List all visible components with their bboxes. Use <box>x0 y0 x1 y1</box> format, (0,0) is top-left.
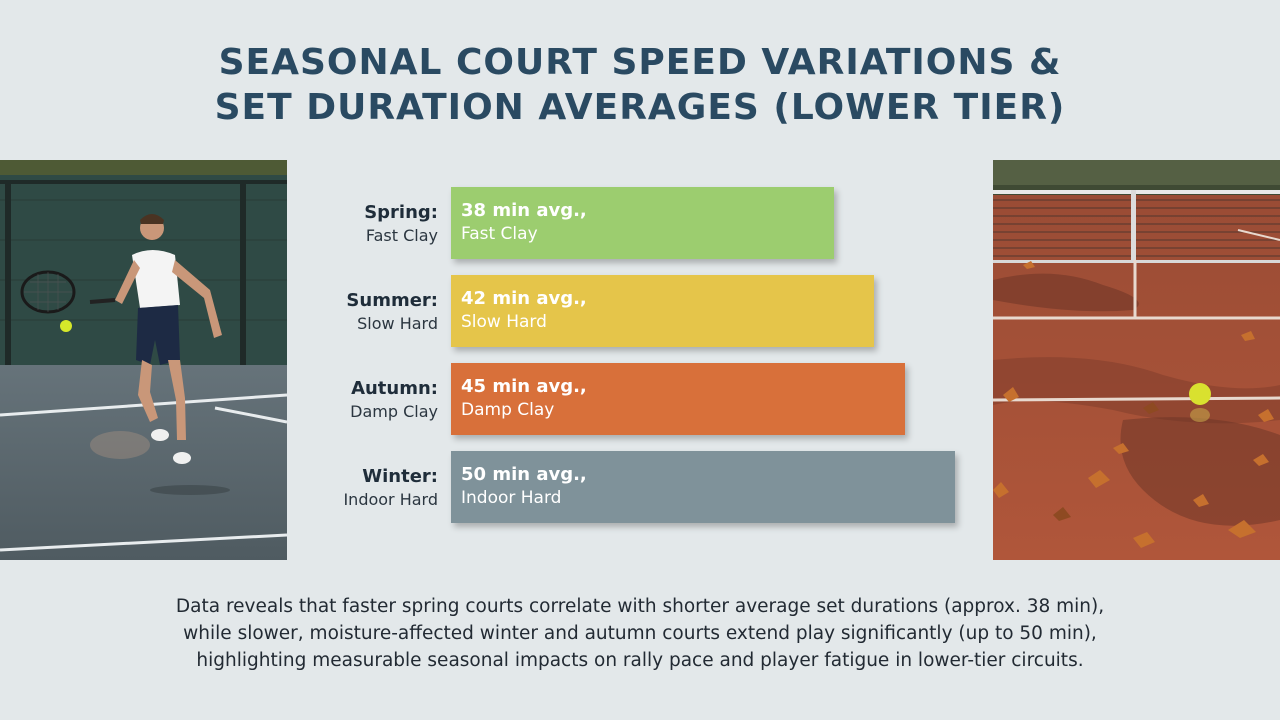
bar-surface-label: Slow Hard <box>461 312 547 332</box>
caption-line-3: highlighting measurable seasonal impacts… <box>196 650 1084 671</box>
bar-value-label: 50 min avg., <box>461 464 587 485</box>
chart-title: SEASONAL COURT SPEED VARIATIONS & SET DU… <box>0 40 1280 130</box>
title-line-2: SET DURATION AVERAGES (LOWER TIER) <box>214 87 1066 128</box>
bar-chart: Spring: Fast Clay 38 min avg., Fast Clay Sum… <box>300 175 980 535</box>
surface-label: Damp Clay <box>350 402 438 421</box>
surface-label: Fast Clay <box>365 226 438 245</box>
row-label-summer: Summer: Slow Hard <box>300 289 438 335</box>
row-label-autumn: Autumn: Damp Clay <box>300 377 438 423</box>
bar-surface-label: Damp Clay <box>461 400 555 420</box>
surface-label: Indoor Hard <box>343 490 438 509</box>
season-label: Winter: <box>362 466 438 487</box>
bar-surface-label: Fast Clay <box>461 224 538 244</box>
chart-caption: Data reveals that faster spring courts c… <box>90 593 1190 674</box>
tennis-player-photo <box>0 160 287 560</box>
row-label-spring: Spring: Fast Clay <box>300 201 438 247</box>
caption-line-2: while slower, moisture-affected winter a… <box>183 623 1097 644</box>
bar-winter: 50 min avg., Indoor Hard <box>451 451 955 523</box>
bar-autumn: 45 min avg., Damp Clay <box>451 363 905 435</box>
bar-value-label: 42 min avg., <box>461 288 587 309</box>
bar-value-label: 38 min avg., <box>461 200 587 221</box>
bar-value-label: 45 min avg., <box>461 376 587 397</box>
wet-clay-court-photo <box>993 160 1280 560</box>
bar-summer: 42 min avg., Slow Hard <box>451 275 874 347</box>
season-label: Autumn: <box>351 378 438 399</box>
row-label-winter: Winter: Indoor Hard <box>300 465 438 511</box>
caption-line-1: Data reveals that faster spring courts c… <box>175 596 1105 617</box>
title-line-1: SEASONAL COURT SPEED VARIATIONS & <box>218 42 1062 83</box>
bar-spring: 38 min avg., Fast Clay <box>451 187 834 259</box>
bar-surface-label: Indoor Hard <box>461 488 562 508</box>
season-label: Spring: <box>364 202 438 223</box>
season-label: Summer: <box>346 290 438 311</box>
surface-label: Slow Hard <box>357 314 438 333</box>
